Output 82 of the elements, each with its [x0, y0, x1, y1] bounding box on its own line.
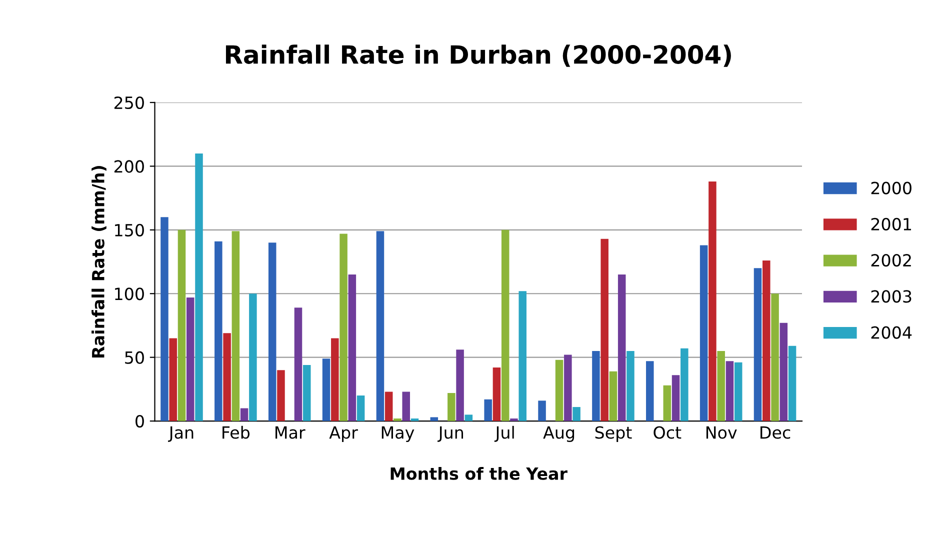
bar — [564, 354, 572, 422]
x-tick-label: Apr — [329, 426, 358, 442]
bar — [268, 242, 276, 422]
bar — [788, 346, 796, 422]
bar — [555, 360, 564, 422]
bar — [501, 230, 510, 422]
x-tick-label: Jun — [438, 426, 464, 442]
bar — [464, 414, 473, 422]
chart-title: Rainfall Rate in Durban (2000-2004) — [226, 44, 731, 67]
bar — [492, 368, 501, 422]
x-tick-label: Feb — [222, 426, 250, 439]
bar — [348, 274, 356, 422]
y-tick-label: 150 — [115, 224, 144, 236]
bar — [771, 294, 779, 422]
legend-label: 2004 — [871, 326, 912, 339]
bar — [510, 418, 518, 422]
bar — [430, 417, 438, 422]
bar — [356, 396, 365, 422]
x-tick-label: Dec — [760, 426, 790, 439]
bar — [331, 338, 339, 422]
bar — [277, 370, 285, 422]
bar — [600, 238, 608, 422]
bar — [734, 362, 742, 422]
bar — [762, 260, 770, 422]
bar — [484, 399, 492, 422]
bar — [232, 231, 240, 422]
y-tick-label: 250 — [114, 96, 144, 110]
bar — [518, 291, 526, 422]
x-axis-title: Months of the Year — [390, 467, 568, 480]
bar — [240, 408, 248, 422]
bar — [410, 418, 419, 422]
bar — [322, 358, 330, 422]
bar — [592, 350, 600, 422]
bar — [456, 350, 464, 422]
bar — [626, 350, 634, 422]
legend-label: 2002 — [871, 254, 911, 267]
bar — [376, 231, 384, 422]
bar — [294, 308, 302, 422]
bar — [394, 418, 402, 422]
bar — [672, 375, 680, 422]
bar — [663, 385, 672, 422]
x-tick-label: May — [382, 426, 414, 442]
y-tick-label: 100 — [115, 288, 144, 300]
bar — [700, 245, 708, 422]
bar — [618, 274, 626, 422]
bar — [448, 393, 456, 422]
bar — [160, 217, 168, 422]
bar — [572, 407, 580, 422]
bar — [186, 297, 194, 422]
bar — [214, 241, 222, 422]
bar — [726, 361, 734, 422]
bar — [538, 400, 546, 422]
x-tick-label: Aug — [543, 426, 574, 442]
x-tick-label: Jul — [494, 426, 514, 442]
bar — [717, 350, 725, 422]
legend-label: 2001 — [871, 218, 912, 230]
y-axis-title: Rainfall Rate (mm/h) — [92, 166, 106, 358]
bar — [754, 268, 762, 422]
bar — [402, 392, 410, 422]
bar — [708, 181, 716, 422]
bar — [178, 230, 186, 422]
legend-label: 2003 — [871, 290, 912, 303]
bar — [646, 361, 654, 422]
bar — [302, 364, 311, 422]
x-tick-label: Oct — [654, 426, 682, 439]
bar — [195, 153, 203, 422]
bar — [340, 234, 348, 422]
bar — [680, 348, 688, 422]
bar — [780, 322, 788, 422]
y-tick-label: 200 — [114, 160, 144, 173]
y-tick-label: 0 — [136, 415, 144, 428]
x-tick-label: Mar — [276, 426, 306, 439]
x-tick-label: Sept — [595, 426, 632, 442]
y-tick-label: 50 — [125, 351, 144, 364]
bar — [384, 392, 393, 422]
bar — [249, 294, 257, 422]
legend-label: 2000 — [871, 182, 912, 194]
bar — [223, 333, 231, 422]
x-tick-label: Jan — [168, 426, 194, 442]
bar — [169, 338, 177, 422]
bar — [609, 371, 618, 422]
x-tick-label: Nov — [706, 426, 737, 439]
